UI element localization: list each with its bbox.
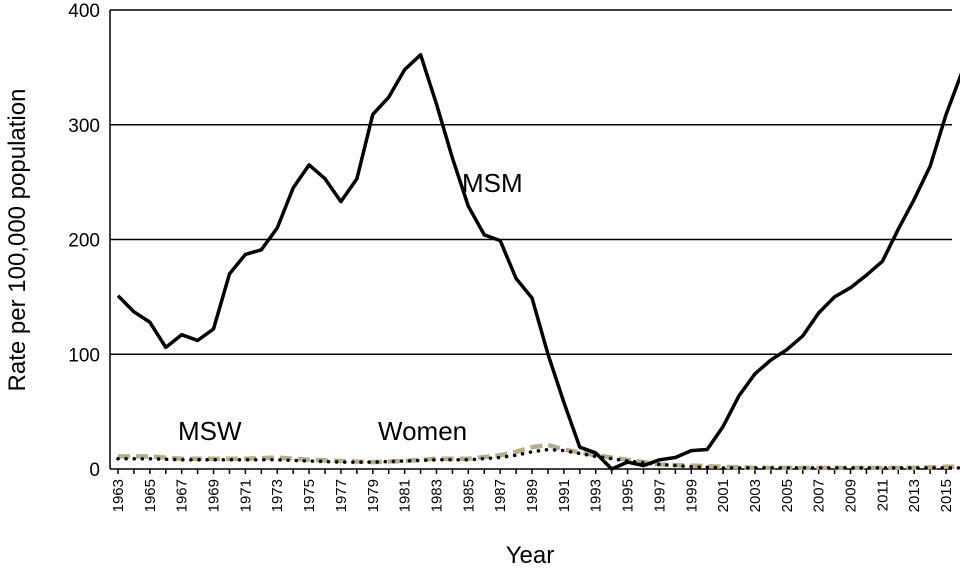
x-tick-label: 1997 — [651, 479, 668, 512]
y-axis-ticks: 0 100 200 300 400 — [68, 1, 100, 481]
x-tick-label: 1971 — [237, 479, 254, 512]
x-tick-label: 2007 — [811, 479, 828, 512]
x-tick-label: 2013 — [906, 479, 923, 512]
series-label-women: Women — [378, 416, 467, 446]
x-tick-label: 1973 — [269, 479, 286, 512]
x-tick-label: 1979 — [365, 479, 382, 512]
y-axis-title: Rate per 100,000 population — [4, 89, 31, 392]
x-tick-label: 1991 — [556, 479, 573, 512]
x-tick-label: 2009 — [843, 479, 860, 512]
y-tick-label: 0 — [89, 460, 100, 481]
y-tick-label: 400 — [68, 1, 100, 22]
x-tick-label: 1975 — [301, 479, 318, 512]
x-tick-label: 1983 — [428, 479, 445, 512]
x-tick-label: 1981 — [397, 479, 414, 512]
x-tick-label: 2003 — [747, 479, 764, 512]
x-tick-label: 2015 — [938, 479, 955, 512]
x-tick-label: 1969 — [206, 479, 223, 512]
series-label-msm: MSM — [462, 168, 523, 198]
x-tick-label: 2001 — [715, 479, 732, 512]
x-tick-label: 1987 — [492, 479, 509, 512]
series-lines — [116, 53, 960, 471]
x-tick-label: 1965 — [142, 479, 159, 512]
series-label-msw: MSW — [178, 416, 242, 446]
x-tick-label: 1989 — [524, 479, 541, 512]
y-tick-label: 200 — [68, 231, 100, 252]
x-axis-title: Year — [506, 542, 555, 569]
y-tick-label: 300 — [68, 116, 100, 137]
series-line-women — [116, 447, 960, 470]
x-tick-label: 1993 — [588, 479, 605, 512]
x-tick-label: 1995 — [620, 479, 637, 512]
y-tick-label: 100 — [68, 345, 100, 366]
x-tick-label: 2005 — [779, 479, 796, 512]
x-tick-label: 1999 — [683, 479, 700, 512]
x-tick-label: 1963 — [110, 479, 127, 512]
series-line-msw — [118, 442, 960, 471]
x-tick-label: 1967 — [174, 479, 191, 512]
x-tick-label: 1977 — [333, 479, 350, 512]
series-line-msm — [116, 53, 960, 471]
gridlines — [109, 9, 952, 470]
x-tick-label: 1985 — [460, 479, 477, 512]
x-axis-ticks: 1963 1965 1967 1969 1971 1973 1975 1977 1979 1981… — [110, 469, 955, 512]
x-tick-label: 2011 — [874, 479, 891, 511]
